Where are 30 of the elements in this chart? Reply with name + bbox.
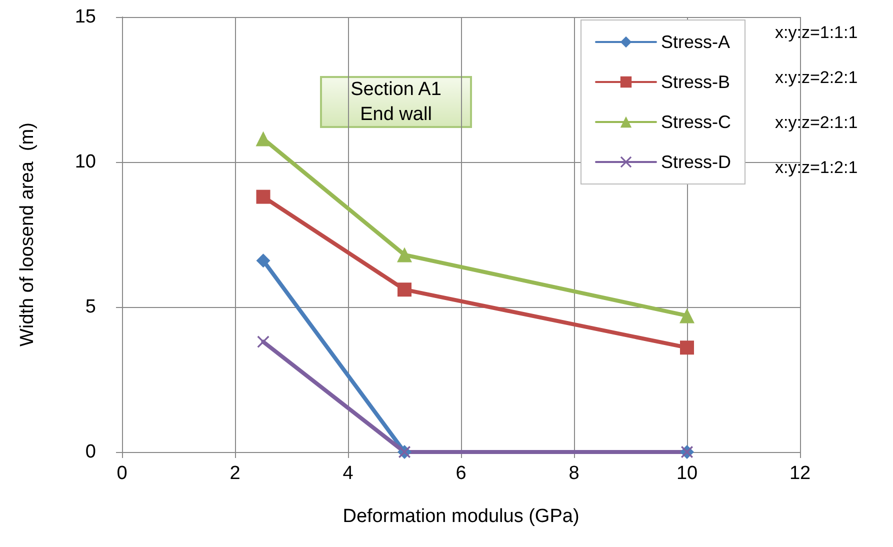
point xyxy=(256,131,271,146)
point xyxy=(680,308,694,324)
point xyxy=(398,282,412,297)
y-tick-label: 15 xyxy=(74,6,96,28)
x-tick-label: 12 xyxy=(789,463,811,484)
annotation: x:y:z=2:2:1 xyxy=(775,68,858,87)
y-tick-label: 0 xyxy=(85,442,96,462)
annotation: Section A1 End wall xyxy=(350,79,442,125)
annotation: x:y:z=1:1:1 xyxy=(775,23,858,42)
x-tick-label: 2 xyxy=(230,463,240,484)
point xyxy=(256,254,270,268)
legend-label: Stress-B xyxy=(660,72,730,92)
point xyxy=(257,336,270,348)
annotation: x:y:z=1:2:1 xyxy=(775,158,858,177)
x-tick-label: 10 xyxy=(676,463,698,484)
point xyxy=(397,247,412,262)
y-tick-label: 5 xyxy=(85,296,96,318)
x-tick-label: 4 xyxy=(342,463,354,484)
annotation: x:y:z=2:1:1 xyxy=(775,113,858,132)
point xyxy=(256,190,270,204)
legend-label: Stress-A xyxy=(660,32,730,52)
x-tick-label: 6 xyxy=(456,463,466,484)
x-tick-label: 8 xyxy=(568,463,580,484)
x-tick-label: 0 xyxy=(116,463,128,484)
legend-label: Stress-C xyxy=(660,112,732,132)
point xyxy=(680,340,694,355)
y-tick-label: 10 xyxy=(74,152,96,172)
legend-label: Stress-D xyxy=(660,152,732,172)
y-axis-title: Width of loosend area (m) xyxy=(17,122,38,346)
x-axis-title: Deformation modulus (GPa) xyxy=(342,506,580,527)
